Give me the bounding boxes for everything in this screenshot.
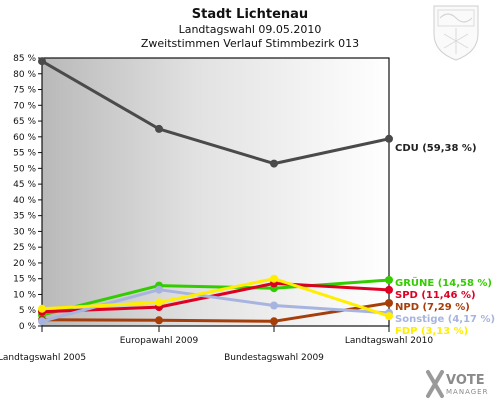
y-tick-label: 50 % [13,164,36,174]
end-label-cdu: CDU (59,38 %) [395,143,477,154]
data-point-sonstige [155,285,163,294]
y-tick-label: 15 % [13,275,36,285]
y-tick-label: 45 % [13,180,36,190]
data-point-fdp [270,274,278,283]
end-label-grüne: GRÜNE (14,58 %) [395,275,492,289]
y-tick-label: 30 % [13,227,36,237]
y-tick-label: 10 % [13,290,36,300]
data-point-fdp [155,298,163,307]
x-tick-label: Landtagswahl 2010 [345,336,434,346]
data-point-cdu [385,134,393,143]
chart-subtitle-election: Landtagswahl 09.05.2010 [179,23,322,36]
plot-background [42,58,389,326]
series-layer [38,57,393,326]
data-point-cdu [270,159,278,168]
end-label-fdp: FDP (3,13 %) [395,326,468,337]
state-crest-icon [433,5,479,61]
series-line-fdp [40,277,391,318]
x-tick-label: Bundestagswahl 2009 [224,353,324,363]
data-point-sonstige [270,301,278,310]
x-axis: Landtagswahl 2005 Europawahl 2009 Bundesta… [0,326,433,363]
y-axis: 0 % 5 % 10 % 15 % 20 % 25 % 30 % 35 % 40 % 45 % 50… [13,54,42,332]
y-tick-label: 65 % [13,117,36,127]
y-tick-label: 80 % [13,70,36,80]
data-point-npd [385,299,393,307]
series-line-npd [40,301,391,323]
logo-brand-sub: MANAGER [446,388,488,396]
data-point-npd [155,316,163,325]
x-tick-label: Landtagswahl 2005 [0,353,86,363]
y-tick-label: 20 % [13,259,36,269]
y-tick-label: 40 % [13,196,36,206]
y-tick-label: 60 % [13,133,36,143]
series-line-cdu [40,59,391,166]
data-point-npd [270,317,278,326]
series-line-spd [40,281,391,314]
chart-subtitle-district: Zweitstimmen Verlauf Stimmbezirk 013 [141,37,359,50]
series-line-grüne [40,278,391,317]
y-tick-label: 55 % [13,149,36,159]
x-tick-label: Europawahl 2009 [120,336,199,346]
y-tick-label: 70 % [13,101,36,111]
data-point-spd [385,285,393,294]
y-tick-label: 25 % [13,243,36,253]
data-point-fdp [38,304,46,313]
y-tick-label: 35 % [13,212,36,222]
data-point-sonstige [38,317,46,326]
end-label-npd: NPD (7,29 %) [395,302,470,313]
end-label-spd: SPD (11,46 %) [395,290,476,301]
data-point-grüne [385,276,393,284]
y-tick-label: 5 % [19,306,37,316]
chart-title: Stadt Lichtenau [192,7,308,22]
y-tick-label: 75 % [13,86,36,96]
data-point-cdu [38,57,46,66]
end-labels: CDU (59,38 %) GRÜNE (14,58 %)SPD (11,46 %… [395,143,495,337]
data-point-fdp [385,312,393,321]
plot-frame [41,57,390,327]
data-point-cdu [155,124,163,133]
vote-manager-logo: VOTE MANAGER [426,370,488,398]
logo-brand: VOTE [446,373,485,388]
end-label-sonstige: Sonstige (4,17 %) [395,314,495,325]
y-tick-label: 85 % [13,54,36,64]
y-tick-label: 0 % [19,322,37,332]
